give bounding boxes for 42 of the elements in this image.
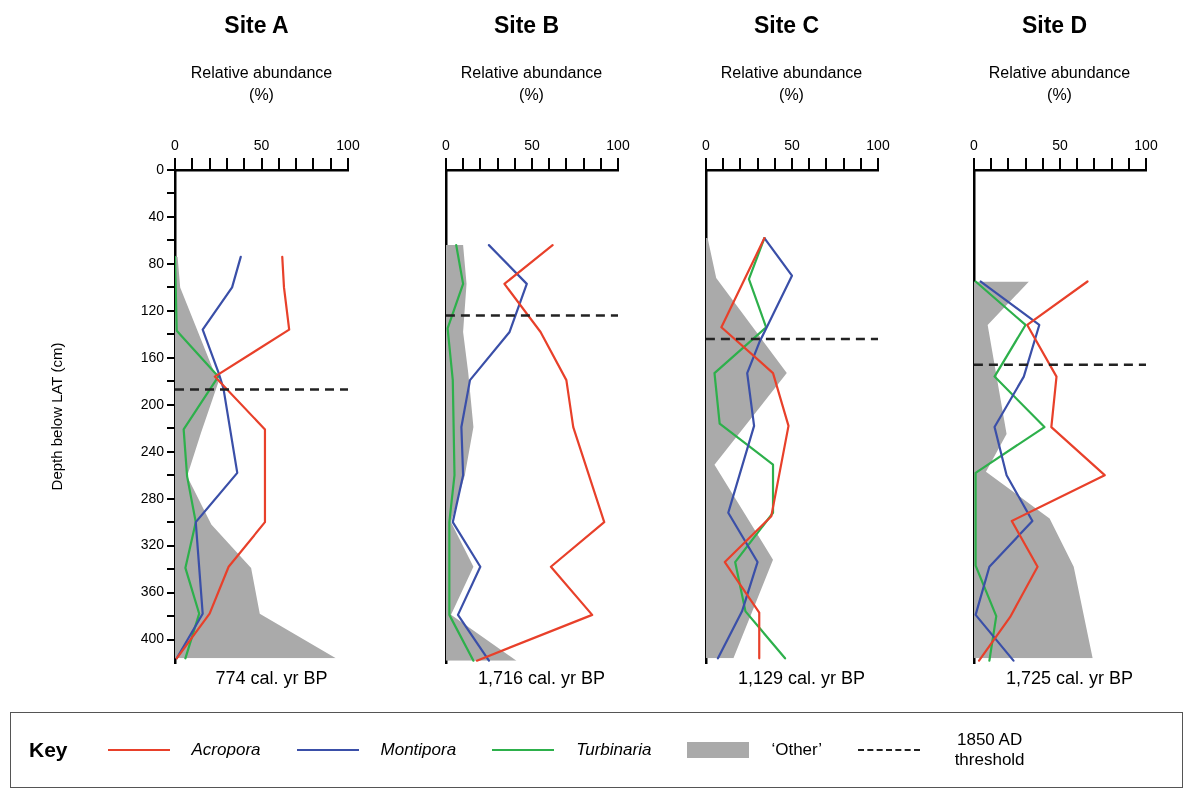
y-tick-label: 120 [140, 301, 165, 318]
x-tick-label: 0 [701, 137, 710, 154]
text: 1,129 cal. yr BP [736, 668, 867, 689]
x-tick-label: 100 [1134, 137, 1158, 154]
legend-label: 1850 AD threshold [953, 730, 1026, 770]
chart-title: Site A [223, 12, 290, 39]
x-tick-label: 100 [866, 137, 890, 154]
x-tick-label: 50 [1052, 137, 1068, 154]
text: 1,725 cal. yr BP [1004, 668, 1135, 689]
legend-title: Key [29, 738, 68, 762]
chart-title: Site D [1020, 12, 1089, 39]
x-axis-title: Relative abundance (%) [987, 63, 1132, 105]
x-tick-label: 0 [969, 137, 978, 154]
y-tick-label: 80 [148, 254, 165, 271]
y-axis-title: Depth below LAT (cm) [48, 342, 66, 491]
legend-label: ‘Other’ [771, 740, 823, 760]
x-tick-label: 50 [524, 137, 540, 154]
x-axis-title: Relative abundance (%) [719, 63, 864, 105]
x-tick-label: 100 [606, 137, 630, 154]
y-tick-label: 400 [140, 630, 165, 647]
x-axis-title: Relative abundance (%) [189, 63, 334, 105]
x-axis-title: Relative abundance (%) [459, 63, 604, 105]
y-tick-label: 0 [156, 160, 165, 177]
x-tick-label: 0 [171, 137, 180, 154]
x-tick-label: 100 [336, 137, 360, 154]
x-tick-label: 0 [441, 137, 450, 154]
chart-title: Site C [752, 12, 821, 39]
y-tick-label: 240 [140, 442, 165, 459]
x-tick-label: 50 [784, 137, 800, 154]
y-tick-label: 320 [140, 536, 165, 553]
text: 1,716 cal. yr BP [476, 668, 607, 689]
text: 774 cal. yr BP [214, 668, 329, 689]
y-tick-label: 160 [140, 348, 165, 365]
chart-title: Site B [492, 12, 561, 39]
legend-label: Turbinaria [576, 740, 652, 760]
x-tick-label: 50 [253, 137, 270, 154]
y-tick-label: 200 [140, 395, 165, 412]
y-tick-label: 40 [148, 207, 165, 224]
y-tick-label: 360 [140, 583, 165, 600]
y-tick-label: 280 [140, 489, 165, 506]
legend-label: Acropora [191, 740, 261, 760]
legend-label: Montipora [380, 740, 457, 760]
